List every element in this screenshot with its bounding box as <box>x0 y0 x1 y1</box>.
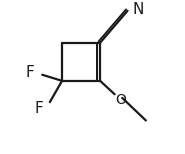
Text: F: F <box>26 65 35 80</box>
Text: N: N <box>132 2 144 17</box>
Text: O: O <box>115 93 126 107</box>
Text: F: F <box>35 101 44 116</box>
